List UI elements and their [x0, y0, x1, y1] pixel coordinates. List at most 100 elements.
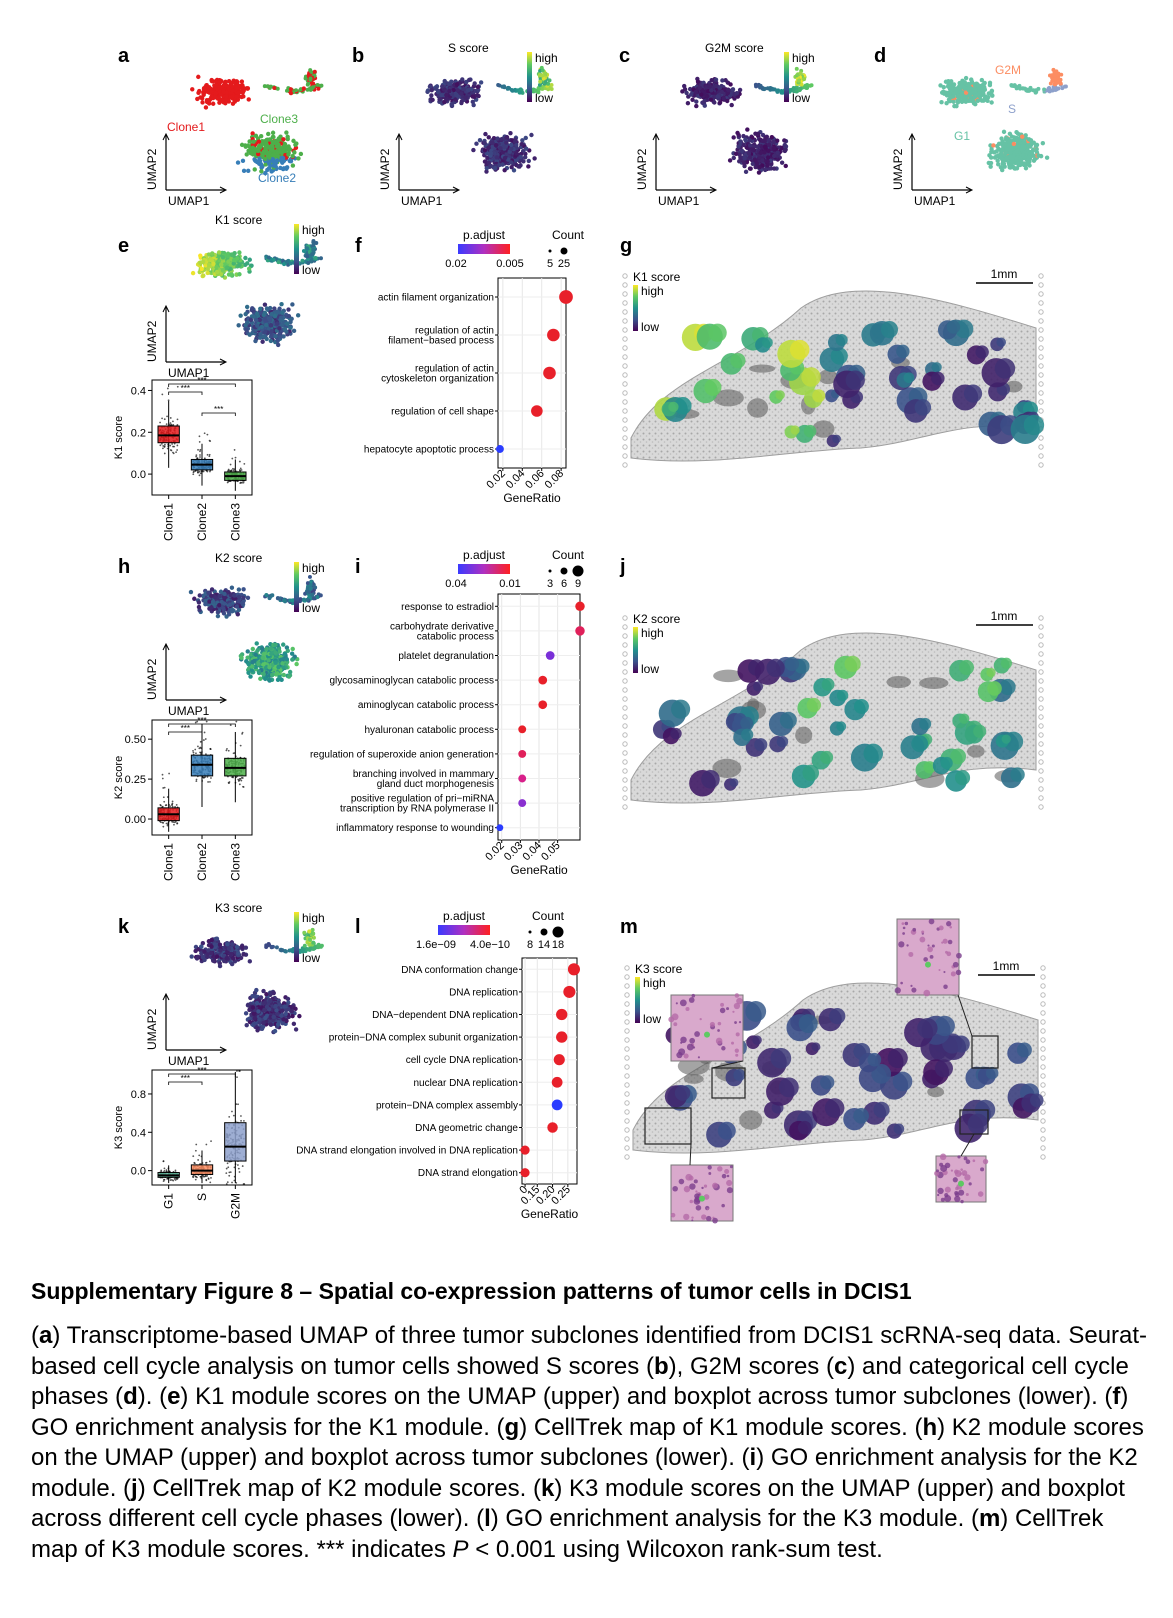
umap-point: [188, 589, 194, 595]
umap-point: [1011, 141, 1017, 147]
data-point: [176, 385, 179, 388]
umap-point: [219, 262, 224, 267]
umap-point: [268, 147, 273, 152]
umap-point: [303, 76, 308, 81]
umap-point: [1006, 143, 1011, 148]
umap-point: [747, 143, 753, 148]
umap-point: [500, 150, 505, 155]
umap-point: [941, 85, 946, 90]
umap-point: [286, 307, 291, 312]
umap-point: [244, 152, 249, 157]
umap-point: [475, 92, 480, 98]
umap-point: [216, 250, 222, 255]
umap-point: [279, 155, 284, 161]
umap-point: [213, 90, 218, 96]
umap-point: [298, 151, 304, 157]
umap-title: K3 score: [215, 901, 263, 915]
data-point: [172, 451, 174, 454]
umap-point: [250, 994, 256, 999]
data-point: [176, 418, 179, 421]
umap-point: [260, 646, 265, 651]
umap-point: [288, 325, 293, 330]
umap-point: [1054, 87, 1059, 92]
umap-point: [729, 102, 734, 108]
umap-point: [269, 143, 275, 148]
umap-point: [239, 142, 245, 148]
umap-point: [247, 1019, 253, 1025]
umap-point: [217, 942, 223, 947]
umap-point: [942, 90, 947, 95]
label-clone1: Clone1: [167, 120, 205, 134]
panel-letter-k: k: [118, 916, 130, 938]
umap-point: [218, 84, 223, 90]
umap-point: [279, 1013, 284, 1018]
umap-point: [733, 151, 739, 157]
umap-point: [281, 665, 286, 670]
umap-point: [293, 142, 298, 147]
umap-point: [290, 302, 295, 307]
umap-point: [760, 158, 765, 163]
umap-point: [963, 75, 969, 81]
umap-point: [948, 80, 953, 86]
umap-point: [261, 149, 267, 154]
umap-point: [1000, 148, 1005, 153]
umap-point: [290, 153, 295, 159]
umap-point: [241, 952, 246, 957]
umap-point: [243, 1011, 249, 1016]
panel-letter-a: a: [118, 45, 130, 67]
umap-point: [282, 651, 288, 656]
umap-point: [951, 99, 956, 104]
umap-point: [269, 329, 274, 334]
umap-point: [237, 272, 242, 277]
panel-letter-c: c: [619, 45, 630, 67]
umap-point: [217, 593, 222, 599]
umap-point: [763, 135, 768, 141]
umap-point: [291, 138, 296, 144]
colorbar-high: high: [302, 223, 325, 237]
umap-point: [269, 945, 274, 950]
umap-point: [240, 87, 246, 92]
umap-point: [509, 142, 514, 148]
umap-point: [270, 130, 276, 135]
umap-point: [707, 83, 713, 89]
umap-point: [235, 950, 241, 956]
umap-point: [306, 73, 311, 78]
umap-point: [267, 137, 273, 142]
umap-point: [196, 604, 202, 610]
umap-point: [989, 146, 994, 152]
umap-point: [1059, 72, 1064, 77]
umap-point: [236, 594, 242, 600]
umap-point: [264, 593, 269, 597]
umap-point: [201, 90, 206, 96]
umap-point: [267, 665, 272, 670]
umap-point: [199, 266, 204, 272]
umap-point: [266, 255, 271, 260]
umap-point: [496, 83, 501, 87]
umap-point: [252, 1021, 257, 1026]
umap-point: [289, 91, 294, 96]
umap-point: [278, 334, 283, 340]
umap-point: [766, 148, 771, 154]
umap-point: [268, 323, 274, 328]
umap-point: [290, 646, 295, 652]
umap-point: [232, 80, 237, 85]
umap-point: [486, 135, 491, 140]
umap-point: [794, 66, 799, 71]
umap-point: [253, 133, 259, 139]
umap-point: [307, 574, 312, 579]
umap-point: [982, 95, 988, 100]
label-clone2: Clone2: [258, 171, 296, 185]
umap-point: [969, 79, 975, 84]
umap-point: [1020, 134, 1025, 139]
data-point: [161, 393, 164, 396]
umap-point: [685, 100, 691, 106]
umap-point: [466, 77, 472, 83]
umap-point: [239, 655, 244, 660]
umap-point: [200, 100, 205, 105]
umap-point: [200, 954, 206, 960]
umap-point: [272, 86, 277, 90]
umap-point: [250, 646, 255, 652]
umap-point: [308, 583, 313, 588]
umap-point: [261, 1020, 266, 1026]
panel-letter-h: h: [118, 556, 130, 578]
